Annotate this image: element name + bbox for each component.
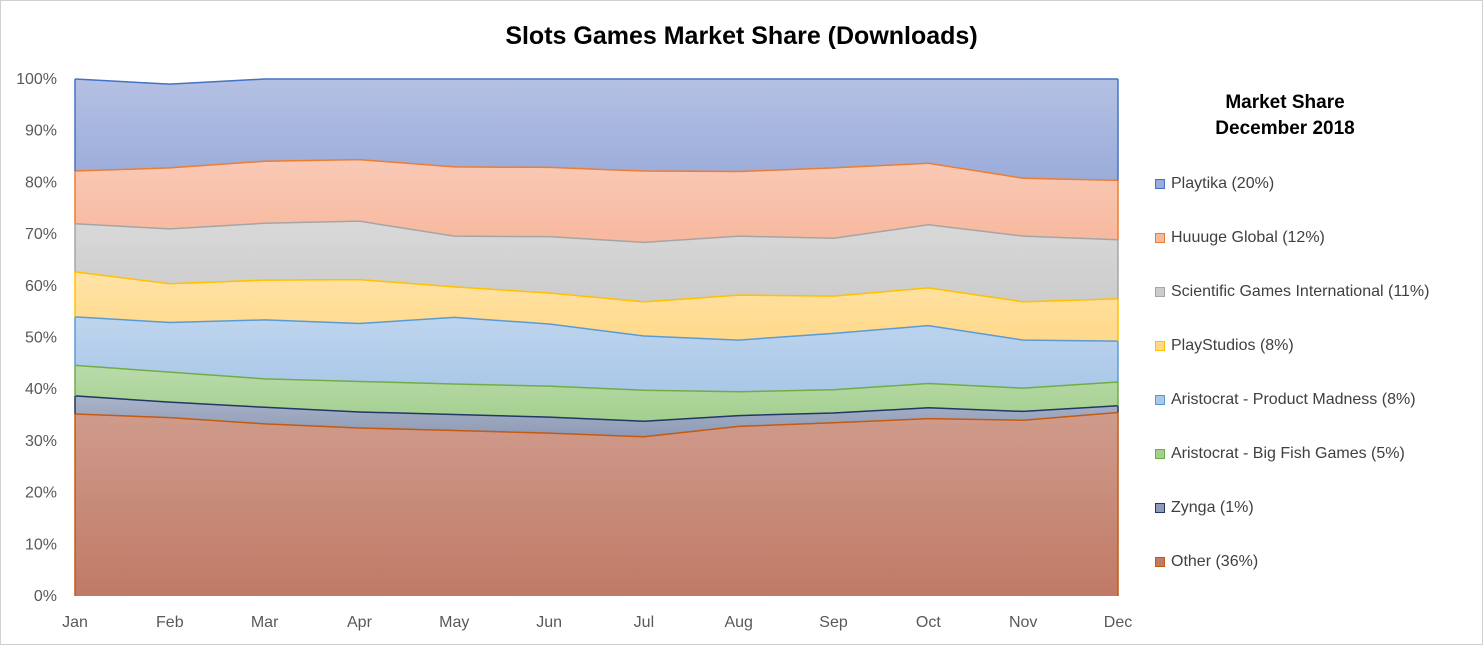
x-tick-label: Oct (916, 614, 941, 631)
legend-item: Other (36%) (1155, 550, 1258, 574)
x-tick-label: Sep (819, 614, 848, 631)
y-tick-label: 60% (25, 278, 57, 295)
legend-item: Zynga (1%) (1155, 496, 1254, 520)
legend-swatch (1155, 449, 1165, 459)
x-tick-label: Aug (724, 614, 752, 631)
legend-item: Playtika (20%) (1155, 172, 1274, 196)
legend-label: Zynga (1%) (1171, 499, 1254, 516)
x-tick-label: Apr (347, 614, 373, 631)
y-tick-label: 50% (25, 330, 57, 347)
x-tick-label: May (439, 614, 469, 631)
line-aristocrat-product-madness-8 (74, 316, 1119, 342)
legend-label: Other (36%) (1171, 553, 1259, 570)
y-tick-label: 20% (25, 485, 57, 502)
y-tick-label: 80% (25, 174, 57, 191)
y-tick-label: 30% (25, 433, 57, 450)
legend-label: Aristocrat - Product Madness (8%) (1171, 391, 1416, 408)
y-tick-label: 10% (25, 536, 57, 553)
line-huuuge-global-12 (74, 158, 1119, 182)
legend-item: Aristocrat - Big Fish Games (5%) (1155, 442, 1405, 466)
legend-swatch (1155, 179, 1165, 189)
legend-title-line-2: December 2018 (1215, 118, 1355, 139)
legend-swatch (1155, 341, 1165, 351)
legend-item: Huuuge Global (12%) (1155, 226, 1325, 250)
legend-item: Aristocrat - Product Madness (8%) (1155, 388, 1416, 412)
line-playstudios-8 (74, 271, 1119, 303)
y-tick-label: 70% (25, 226, 57, 243)
legend-label: Playtika (20%) (1171, 175, 1275, 192)
x-tick-label: Dec (1104, 614, 1132, 631)
line-playtika-20 (74, 78, 1118, 85)
x-tick-label: Jul (634, 614, 654, 631)
legend-item: PlayStudios (8%) (1155, 334, 1294, 358)
x-tick-label: Jun (536, 614, 562, 631)
legend-label: Scientific Games International (11%) (1171, 283, 1430, 300)
x-tick-label: Jan (62, 614, 88, 631)
x-tick-label: Feb (156, 614, 184, 631)
area-playstudios-8 (75, 271, 1118, 342)
y-tick-label: 40% (25, 381, 57, 398)
y-tick-label: 90% (25, 123, 57, 140)
legend-title: Market Share December 2018 (1160, 90, 1410, 142)
y-tick-label: 0% (34, 588, 57, 605)
y-tick-label: 100% (16, 71, 57, 88)
legend-swatch (1155, 395, 1165, 405)
x-tick-label: Nov (1009, 614, 1037, 631)
legend-swatch (1155, 233, 1165, 243)
legend-swatch (1155, 287, 1165, 297)
legend-title-line-1: Market Share (1225, 92, 1345, 113)
x-tick-label: Mar (251, 614, 279, 631)
legend-swatch (1155, 557, 1165, 567)
legend-label: Aristocrat - Big Fish Games (5%) (1171, 445, 1405, 462)
legend-label: PlayStudios (8%) (1171, 337, 1294, 354)
area-aristocrat-big-fish-games-5 (75, 365, 1118, 422)
area-other-36 (75, 412, 1118, 596)
legend-label: Huuuge Global (12%) (1171, 229, 1325, 246)
line-other-36 (74, 411, 1119, 438)
area-scientific-games-international-11 (75, 221, 1118, 302)
legend-item: Scientific Games International (11%) (1155, 280, 1429, 304)
area-playtika-20 (75, 79, 1118, 181)
legend-swatch (1155, 503, 1165, 513)
line-zynga-1 (74, 395, 1119, 423)
line-aristocrat-big-fish-games-5 (74, 364, 1119, 393)
chart-title: Slots Games Market Share (Downloads) (505, 22, 978, 50)
area-aristocrat-product-madness-8 (75, 316, 1118, 392)
line-scientific-games-international-11 (74, 220, 1119, 244)
